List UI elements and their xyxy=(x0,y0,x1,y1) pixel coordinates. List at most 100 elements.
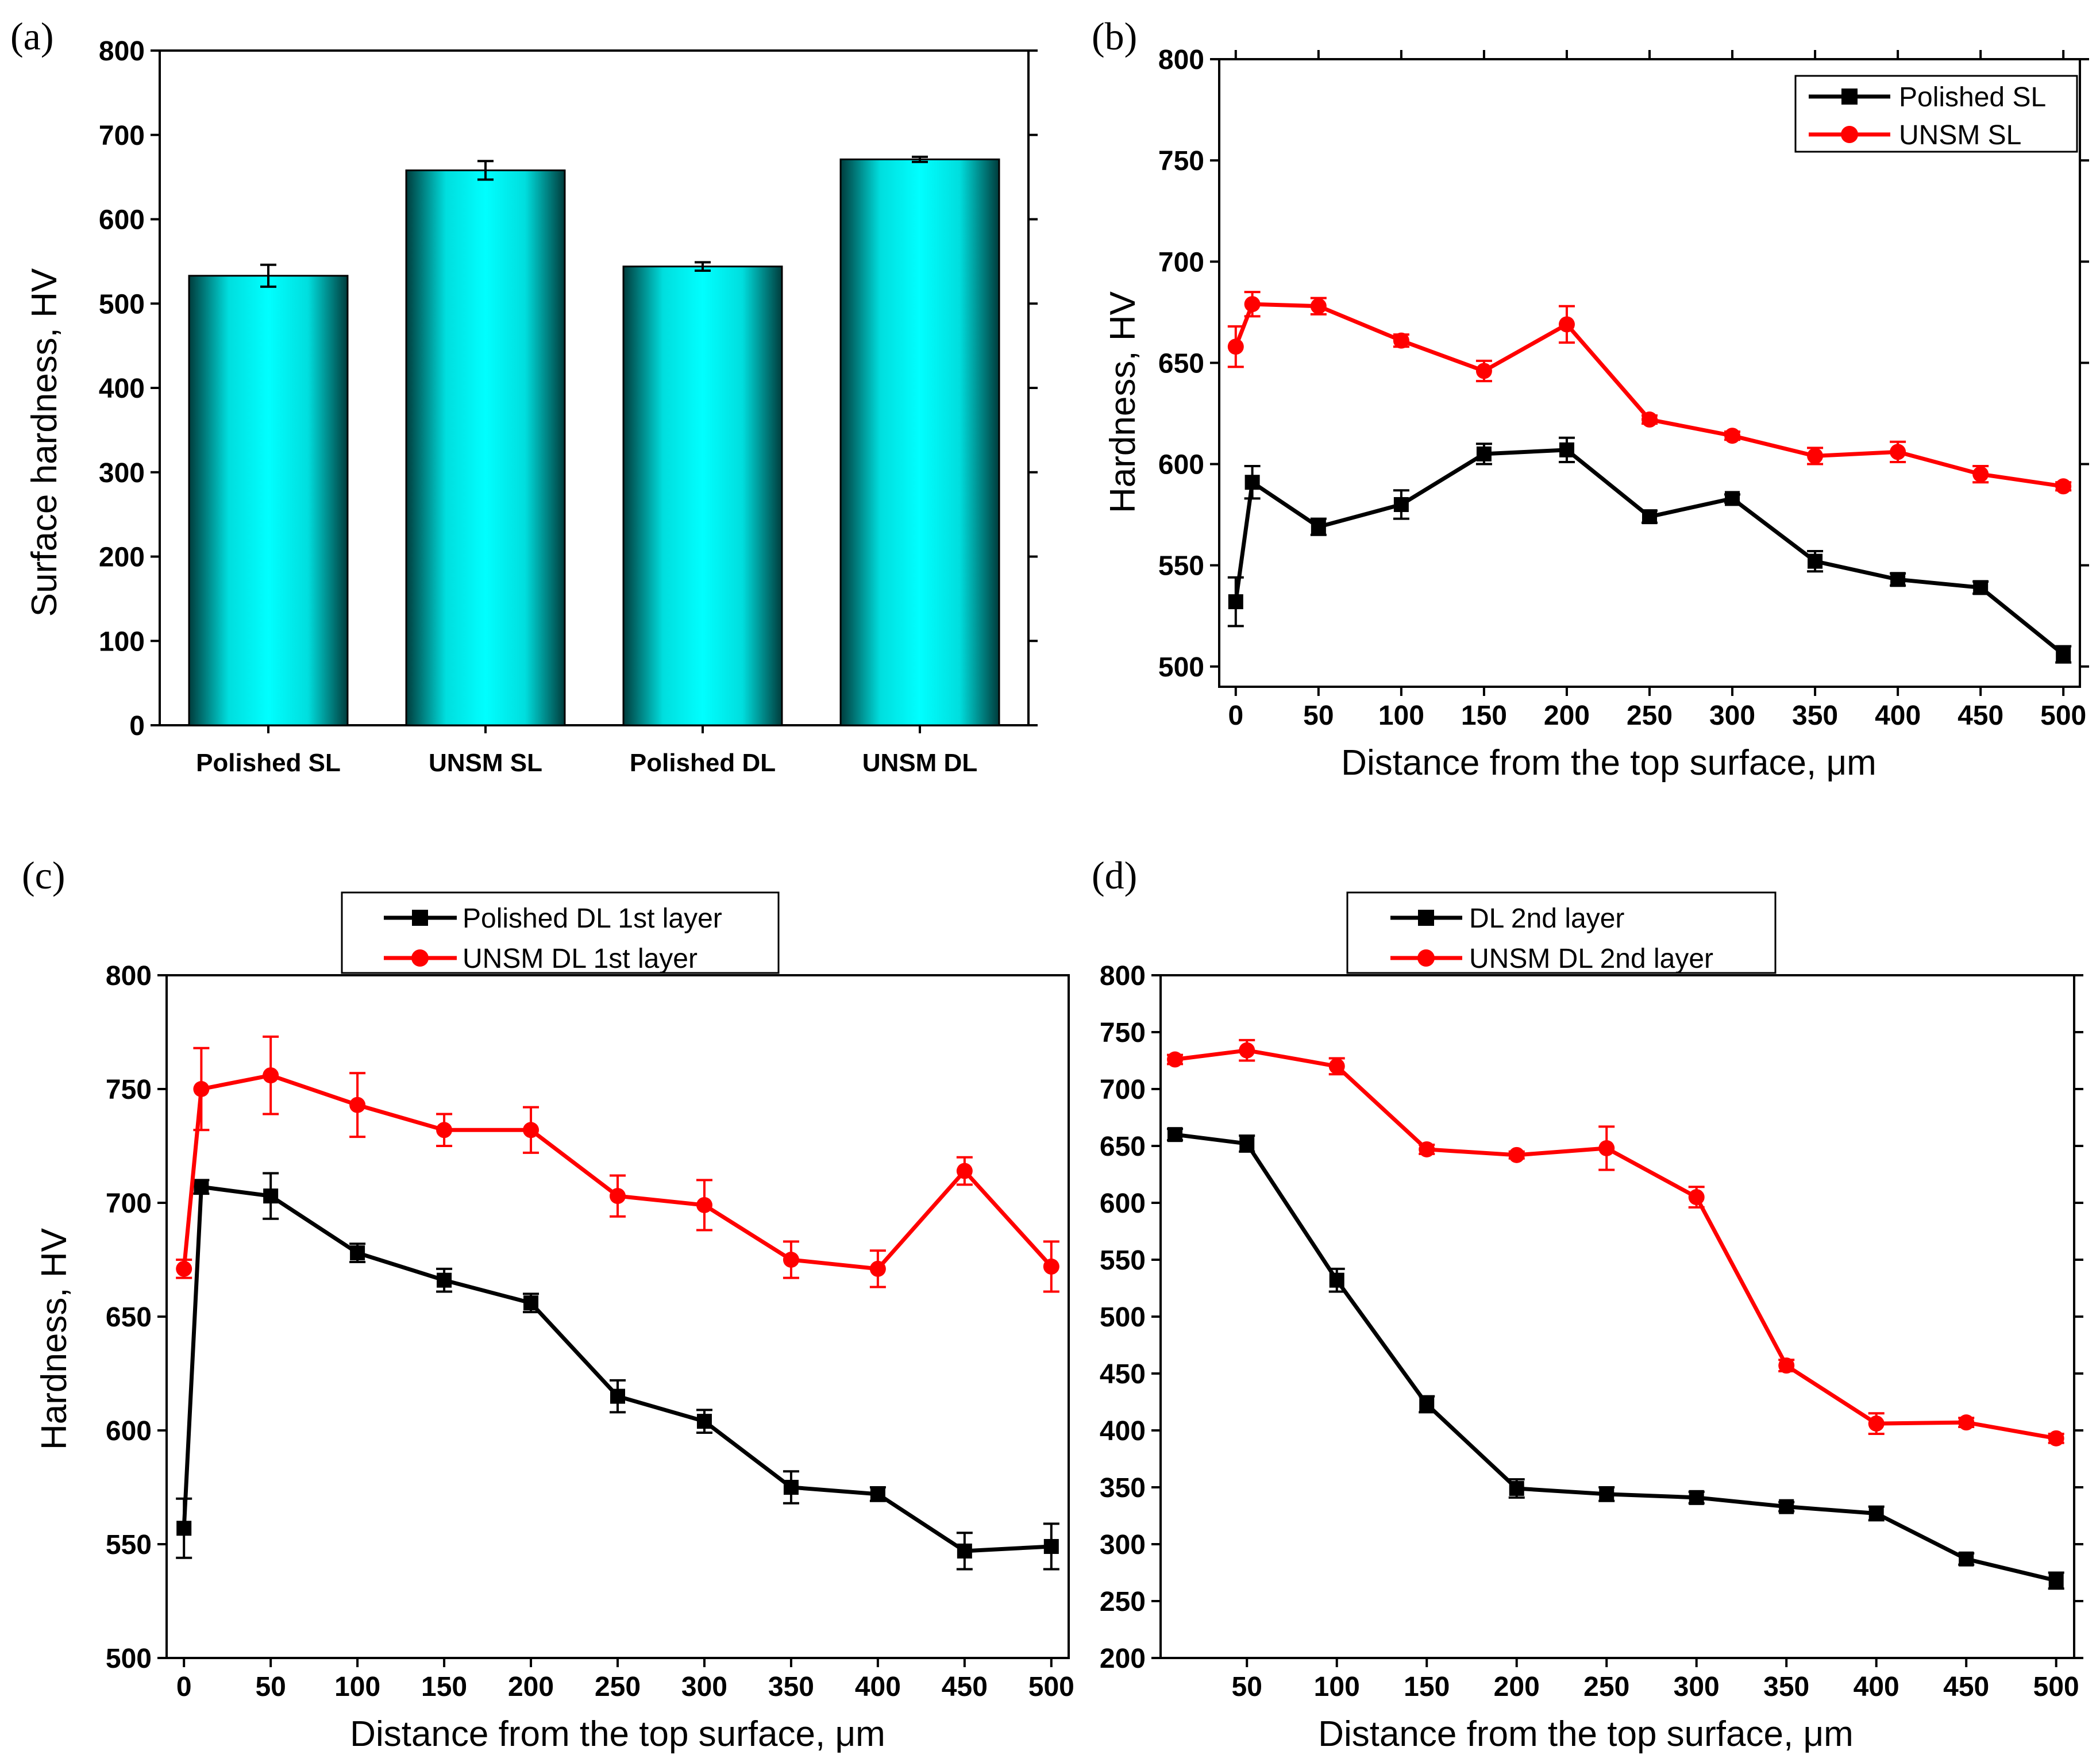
data-point-square xyxy=(1043,1538,1059,1554)
y-tick-label: 300 xyxy=(99,458,145,488)
panel-a-bar-chart: (a) 0 100 200 300 400 500 600 700 800 Polished SL… xyxy=(10,14,1038,777)
legend-circle-marker xyxy=(1417,949,1435,967)
panel-b-label: (b) xyxy=(1092,14,1137,58)
y-tick-label: 550 xyxy=(106,1530,152,1560)
x-tick-label: 450 xyxy=(942,1672,988,1702)
y-tick-label: 0 xyxy=(129,711,145,741)
x-tick-label: 200 xyxy=(508,1672,554,1702)
data-point-square xyxy=(176,1521,192,1536)
data-point-circle xyxy=(1310,298,1327,314)
y-tick-label: 750 xyxy=(1158,146,1204,176)
data-point-square xyxy=(696,1414,712,1429)
y-tick-label: 350 xyxy=(1100,1473,1146,1503)
bar xyxy=(839,158,1000,726)
x-tick-label: 150 xyxy=(421,1672,467,1702)
panel-c-xlabel: Distance from the top surface, μm xyxy=(350,1714,885,1754)
data-point-square xyxy=(1228,594,1243,610)
data-point-square xyxy=(350,1245,365,1261)
y-tick-label: 400 xyxy=(1100,1416,1146,1446)
x-tick-label: 350 xyxy=(1763,1672,1809,1702)
y-tick-label: 550 xyxy=(1100,1245,1146,1276)
data-point-circle xyxy=(783,1252,799,1268)
panel-d-label: (d) xyxy=(1092,853,1137,897)
legend-square-marker xyxy=(1418,910,1434,926)
data-point-square xyxy=(2048,1573,2064,1588)
y-tick-label: 100 xyxy=(99,626,145,657)
data-point-circle xyxy=(956,1163,973,1179)
data-point-circle xyxy=(1688,1189,1705,1206)
data-point-circle xyxy=(436,1122,453,1138)
data-point-circle xyxy=(1227,338,1244,355)
data-point-square xyxy=(1599,1486,1615,1502)
series-line-2 xyxy=(1234,302,2064,488)
series-line-1 xyxy=(1174,1132,2057,1583)
bar xyxy=(622,266,783,726)
data-point-square xyxy=(1973,580,1989,595)
panel-c-line-chart: (c) 500 550 600 650 700 750 800 0 50 100 150 200 250… xyxy=(22,853,1074,1754)
data-point-circle xyxy=(349,1097,366,1113)
x-tick-label: 300 xyxy=(1709,701,1755,731)
data-point-square xyxy=(1868,1506,1884,1521)
y-tick-label: 500 xyxy=(1100,1302,1146,1333)
y-tick-label: 750 xyxy=(1100,1018,1146,1048)
data-point-square xyxy=(1239,1136,1255,1152)
x-tick-label: 200 xyxy=(1494,1672,1540,1702)
data-point-circle xyxy=(1868,1415,1885,1432)
data-point-circle xyxy=(1958,1414,1975,1431)
x-tick-label: 400 xyxy=(1854,1672,1899,1702)
x-tick-label: 400 xyxy=(855,1672,901,1702)
series-line-2 xyxy=(182,1073,1053,1271)
y-tick-label: 800 xyxy=(99,36,145,67)
y-tick-label: 800 xyxy=(106,961,152,991)
data-point-circle xyxy=(869,1260,886,1277)
data-point-circle xyxy=(696,1197,712,1213)
data-point-square xyxy=(1509,1480,1524,1496)
panel-d-xlabel: Distance from the top surface, μm xyxy=(1318,1714,1854,1754)
x-tick-label: 0 xyxy=(1228,701,1243,731)
data-point-circle xyxy=(1328,1058,1345,1075)
x-tick-label: 450 xyxy=(1958,701,2003,731)
x-tick-label: 150 xyxy=(1404,1672,1450,1702)
y-tick-label: 250 xyxy=(1100,1587,1146,1617)
data-point-circle xyxy=(1475,363,1492,379)
data-point-square xyxy=(2056,647,2071,662)
panel-c-legend-entry-1: Polished DL 1st layer xyxy=(463,903,722,934)
data-point-square xyxy=(1890,572,1906,587)
data-point-square xyxy=(1689,1490,1704,1505)
data-point-square xyxy=(194,1179,209,1195)
plot-frame xyxy=(1218,58,2081,688)
y-tick-label: 650 xyxy=(106,1302,152,1333)
data-point-circle xyxy=(1642,411,1658,428)
data-point-square xyxy=(1476,446,1492,461)
series-line-2 xyxy=(1174,1048,2057,1441)
y-tick-label: 700 xyxy=(1100,1075,1146,1105)
panel-c-legend-entry-2: UNSM DL 1st layer xyxy=(463,944,698,974)
data-point-square xyxy=(1244,475,1260,490)
data-point-square xyxy=(1559,442,1574,457)
y-tick-label: 650 xyxy=(1158,348,1204,379)
data-point-square xyxy=(610,1388,625,1404)
panel-d-legend: DL 2nd layer UNSM DL 2nd layer xyxy=(1346,891,1777,974)
panel-c-label: (c) xyxy=(22,853,65,897)
legend-circle-marker xyxy=(1841,126,1858,143)
bar xyxy=(188,275,349,726)
y-tick-label: 600 xyxy=(99,205,145,236)
panel-a-ylabel: Surface hardness, HV xyxy=(25,268,64,617)
data-point-square xyxy=(1329,1272,1344,1288)
data-point-square xyxy=(263,1188,279,1204)
panel-b-legend: Polished SL UNSM SL xyxy=(1794,75,2078,153)
y-tick-label: 700 xyxy=(1158,247,1204,278)
y-tick-label: 750 xyxy=(106,1075,152,1105)
x-category-label: UNSM SL xyxy=(429,749,542,777)
y-tick-label: 600 xyxy=(1158,450,1204,480)
x-tick-label: 350 xyxy=(1792,701,1838,731)
data-point-square xyxy=(1959,1551,1974,1567)
y-tick-label: 400 xyxy=(99,374,145,404)
data-point-square xyxy=(437,1272,452,1288)
data-point-square xyxy=(1725,491,1740,506)
panel-d-legend-entry-2: UNSM DL 2nd layer xyxy=(1469,944,1713,974)
y-tick-label: 500 xyxy=(99,289,145,320)
data-point-circle xyxy=(610,1188,626,1205)
data-point-circle xyxy=(1239,1042,1255,1059)
x-tick-label: 450 xyxy=(1943,1672,1989,1702)
